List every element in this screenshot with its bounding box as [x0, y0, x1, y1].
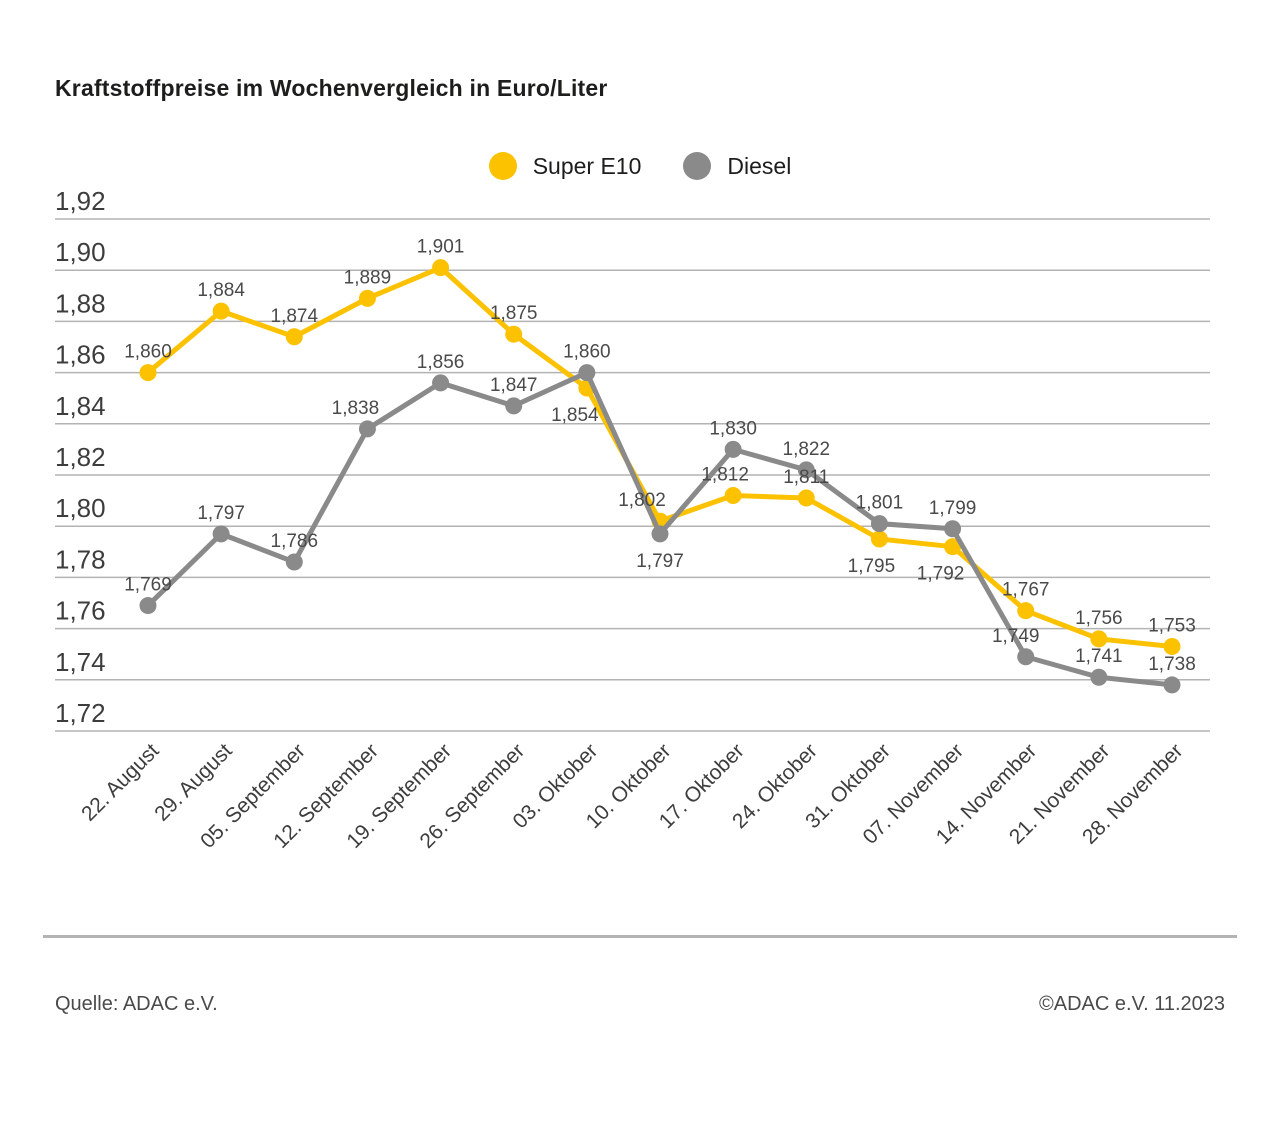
- legend-label-diesel: Diesel: [727, 152, 792, 179]
- y-tick-label: 1,92: [55, 186, 106, 216]
- data-label: 1,860: [124, 342, 172, 363]
- data-label: 1,847: [490, 375, 538, 396]
- data-point: [944, 520, 962, 538]
- data-point: [139, 597, 157, 615]
- data-point: [358, 420, 376, 438]
- super-e10-dot-icon: [488, 152, 517, 180]
- legend-label-super-e10: Super E10: [532, 152, 642, 179]
- y-tick-label: 1,88: [55, 288, 106, 318]
- data-point: [1017, 602, 1035, 620]
- data-label: 1,889: [344, 267, 392, 288]
- y-tick-label: 1,90: [55, 237, 106, 267]
- data-label: 1,838: [332, 398, 380, 419]
- data-point: [724, 486, 742, 504]
- data-label: 1,749: [992, 626, 1040, 647]
- data-label: 1,856: [417, 352, 465, 373]
- page-title: Kraftstoffpreise im Wochenvergleich in E…: [55, 75, 608, 102]
- y-tick-label: 1,78: [55, 544, 106, 574]
- data-label: 1,769: [124, 575, 172, 596]
- data-point: [505, 397, 523, 415]
- y-tick-label: 1,86: [55, 340, 106, 370]
- series-super-e10: [139, 259, 1181, 656]
- data-label: 1,795: [848, 556, 896, 577]
- data-point: [797, 461, 815, 479]
- fuel-price-line-chart: 1,92 1,90 1,88 1,86 1,84 1,82 1,80 1,78 1,76 1,74…: [55, 186, 1210, 853]
- data-label: 1,753: [1148, 616, 1196, 637]
- data-point: [797, 489, 815, 507]
- y-tick-label: 1,84: [55, 391, 106, 421]
- data-point: [358, 289, 376, 307]
- data-label: 1,860: [563, 342, 611, 363]
- y-tick-label: 1,72: [55, 698, 106, 728]
- y-tick-label: 1,74: [55, 647, 106, 677]
- data-point: [724, 440, 742, 458]
- data-point: [1017, 648, 1035, 666]
- data-point: [1163, 638, 1181, 656]
- data-point: [1090, 630, 1108, 648]
- y-axis-tick-labels: 1,92 1,90 1,88 1,86 1,84 1,82 1,80 1,78 1,76 1,74…: [55, 186, 106, 728]
- source-note: Quelle: ADAC e.V.: [55, 993, 218, 1015]
- data-label: 1,741: [1075, 646, 1123, 667]
- data-point: [505, 325, 523, 343]
- y-tick-label: 1,82: [55, 442, 106, 472]
- legend-item-super-e10: Super E10: [488, 152, 642, 180]
- data-label: 1,792: [917, 564, 965, 585]
- copyright-note: ©ADAC e.V. 11.2023: [1039, 993, 1225, 1015]
- data-point: [432, 374, 450, 392]
- data-point: [870, 515, 888, 533]
- data-point: [870, 530, 888, 548]
- data-label: 1,901: [417, 237, 465, 258]
- data-label: 1,738: [1148, 654, 1196, 675]
- data-label: 1,830: [709, 418, 757, 439]
- data-label: 1,797: [636, 551, 684, 572]
- data-labels: 1,860 1,884 1,874 1,889 1,901 1,875 1,854 1,802…: [124, 237, 1196, 675]
- y-tick-label: 1,80: [55, 493, 106, 523]
- x-tick-label: 22. August: [77, 739, 164, 826]
- data-point: [432, 259, 450, 277]
- data-label: 1,875: [490, 303, 538, 324]
- data-label: 1,811: [783, 467, 829, 488]
- data-point: [944, 538, 962, 556]
- data-label: 1,797: [197, 503, 245, 524]
- data-label: 1,854: [551, 405, 599, 426]
- data-point: [578, 364, 596, 382]
- data-point: [285, 328, 303, 346]
- data-label: 1,767: [1002, 580, 1050, 601]
- data-point: [285, 553, 303, 571]
- diesel-dot-icon: [683, 152, 712, 180]
- data-label: 1,799: [929, 498, 977, 519]
- data-point: [651, 525, 669, 543]
- data-point: [1090, 668, 1108, 686]
- data-label: 1,874: [271, 306, 319, 327]
- gridlines: [55, 218, 1210, 732]
- data-label: 1,812: [701, 464, 749, 485]
- footer-divider: [43, 935, 1237, 938]
- data-label: 1,801: [856, 493, 904, 514]
- data-point: [139, 364, 157, 382]
- data-point: [212, 525, 230, 543]
- data-point: [212, 302, 230, 320]
- data-label: 1,756: [1075, 608, 1123, 629]
- series-diesel: [139, 364, 1181, 694]
- data-label: 1,884: [197, 280, 245, 301]
- chart-legend: Super E10 Diesel: [0, 152, 1280, 180]
- data-label: 1,802: [618, 490, 666, 511]
- data-point: [1163, 676, 1181, 694]
- y-tick-label: 1,76: [55, 596, 106, 626]
- data-label: 1,822: [783, 439, 831, 460]
- legend-item-diesel: Diesel: [683, 152, 791, 180]
- data-label: 1,786: [271, 531, 319, 552]
